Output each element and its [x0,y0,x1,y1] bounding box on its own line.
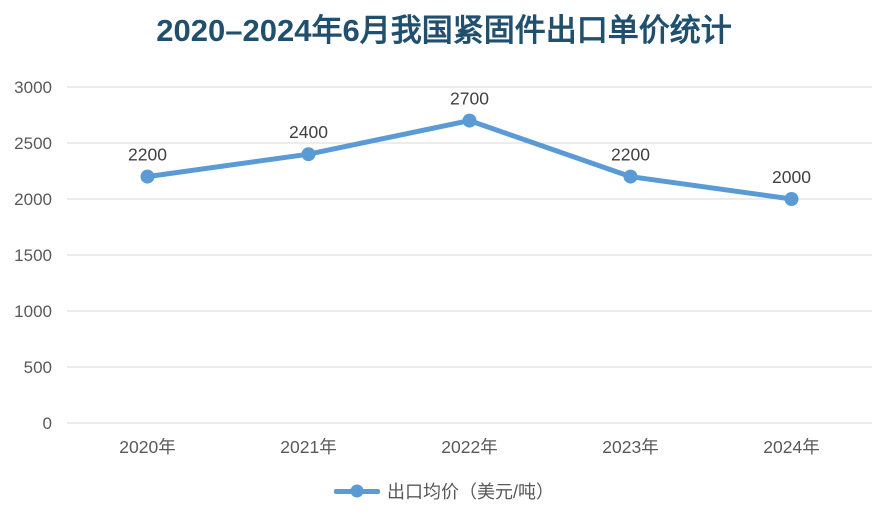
x-axis-tick-label: 2020年 [119,437,175,457]
y-axis-tick-label: 1500 [14,246,52,265]
data-point-marker [623,169,638,184]
y-axis-tick-label: 500 [24,358,52,377]
legend: 出口均价（美元/吨） [0,477,888,505]
y-axis-tick-label: 1000 [14,302,52,321]
x-axis-tick-label: 2024年 [763,437,819,457]
y-axis-tick-label: 2000 [14,190,52,209]
series-line [145,118,794,202]
data-label: 2200 [611,145,650,165]
data-point-marker [301,147,316,162]
data-point-marker [784,192,799,206]
chart-title: 2020–2024年6月我国紧固件出口单价统计 [156,13,732,48]
legend-line-marker-icon [333,484,380,498]
legend-dot-icon [350,484,364,498]
data-label: 2200 [128,145,167,165]
data-point-marker [140,169,155,184]
legend-label: 出口均价（美元/吨） [386,482,554,502]
y-axis-tick-label: 2500 [14,134,52,153]
data-point-marker [462,113,477,128]
x-axis-tick-label: 2021年 [280,437,336,457]
data-label: 2000 [772,167,811,187]
data-label: 2400 [289,122,328,142]
y-axis-tick-label: 0 [43,414,52,433]
x-axis-tick-label: 2023年 [602,437,658,457]
x-axis-tick-label: 2022年 [441,437,497,457]
y-axis-tick-label: 3000 [14,78,52,97]
data-label: 2700 [450,89,489,109]
